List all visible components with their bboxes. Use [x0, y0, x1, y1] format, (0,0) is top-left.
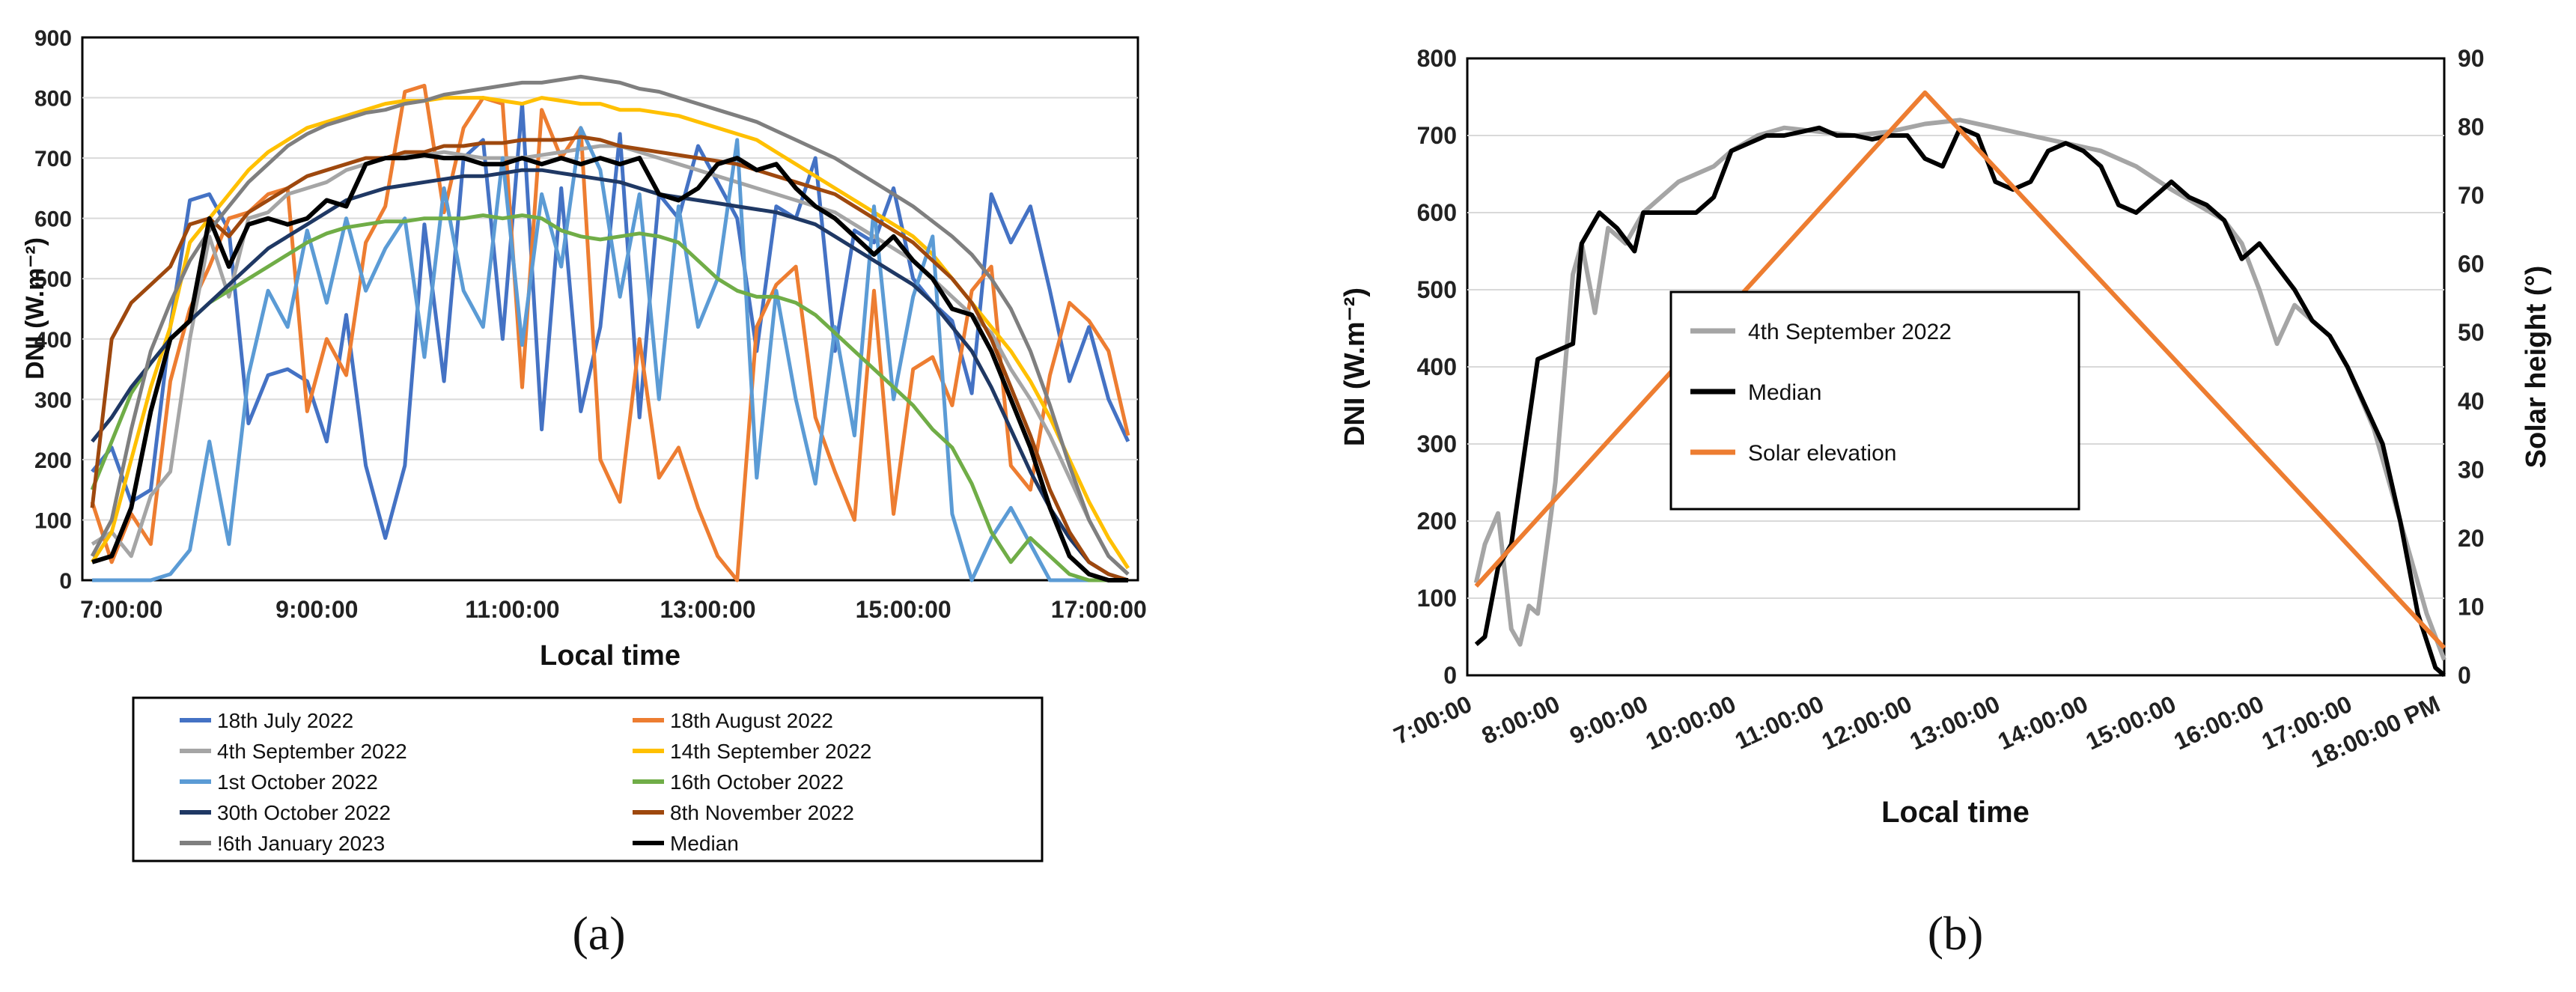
legend-label: 18th August 2022 [670, 709, 833, 732]
y-tick-label: 200 [34, 448, 72, 473]
y-tick-label: 0 [1443, 662, 1457, 689]
x-tick-label: 11:00:00 [1731, 690, 1828, 755]
y-tick-label: 700 [1417, 122, 1457, 149]
legend-label: 8th November 2022 [670, 801, 854, 824]
x-tick-labels-b: 7:00:00 8:00:00 9:00:0010:00:0011:00:0012:… [1389, 690, 2443, 773]
legend-label: 14th September 2022 [670, 740, 871, 763]
panel-label-b: (b) [1928, 907, 1984, 960]
x-tick-label: 13:00:00 [1906, 690, 2004, 755]
series-line-median [91, 153, 1128, 582]
x-tick-label: 14:00:00 [1994, 690, 2092, 755]
y2-tick-label: 30 [2458, 456, 2485, 483]
x-tick-label: 12:00:00 [1818, 690, 1916, 755]
x-tick-label: 9:00:00 [1565, 690, 1651, 749]
x-tick-label: 13:00:00 [660, 596, 756, 623]
y-tick-label: 300 [34, 388, 72, 413]
y-axis-label-a: DNI (W.m⁻²) [21, 237, 49, 380]
x-tick-label: 16:00:00 [2169, 690, 2268, 755]
legend-label: 18th July 2022 [217, 709, 353, 732]
x-tick-labels-a: 7:00:00 9:00:00 11:00:00 13:00:00 15:00:00 17… [80, 596, 1147, 623]
y-tick-label: 700 [34, 147, 72, 171]
series-line-30th-october-2022 [91, 168, 1129, 582]
legend-label: Median [1748, 380, 1821, 405]
legend-box-b [1669, 290, 2080, 511]
legend-label: 4th September 2022 [1748, 320, 1952, 344]
x-tick-label: 8:00:00 [1478, 690, 1564, 749]
y2-tick-label: 70 [2458, 182, 2485, 209]
y-axis-label-b: DNI (W.m⁻²) [1339, 287, 1371, 446]
legend-label: 1st October 2022 [217, 770, 378, 794]
y-tick-label: 400 [1417, 353, 1457, 380]
y2-tick-labels-b: 0 10 20 30 40 50 60 70 80 90 [2458, 45, 2485, 689]
series-line-1st-october-2022 [92, 126, 1128, 582]
y2-tick-label: 40 [2458, 388, 2485, 415]
x-tick-label: 7:00:00 [1389, 690, 1476, 749]
legend-label: 30th October 2022 [217, 801, 391, 824]
legend-label: Median [670, 832, 739, 855]
y2-tick-label: 10 [2458, 593, 2485, 620]
legend-label: 16th October 2022 [670, 770, 844, 794]
y2-tick-label: 80 [2458, 114, 2485, 141]
y-tick-label: 600 [1417, 199, 1457, 226]
series-a [90, 74, 1130, 582]
series-line-16th-october-2022 [90, 213, 1128, 582]
x-tick-label: 17:00:00 [1051, 596, 1147, 623]
panel-label-a: (a) [572, 907, 625, 960]
x-axis-label-a: Local time [540, 640, 680, 672]
plot-frame-a [81, 36, 1139, 582]
y2-axis-label-b: Solar height (°) [2521, 266, 2552, 469]
series-line-18th-august-2022 [90, 83, 1130, 582]
y-tick-label: 400 [34, 328, 72, 353]
x-tick-label: 10:00:00 [1642, 690, 1740, 755]
x-tick-label: 9:00:00 [275, 596, 358, 623]
y-tick-label: 500 [34, 267, 72, 292]
legend-label: Solar elevation [1748, 441, 1896, 466]
y2-tick-label: 50 [2458, 319, 2485, 346]
y-tick-label: 800 [1417, 45, 1457, 72]
y-tick-label: 100 [1417, 585, 1457, 612]
legend-a: 18th July 2022 18th August 2022 4th Septem… [180, 709, 871, 855]
panel-b: 0 100 200 300 400 500 600 700 800 0 10 20 30 40 50 60 7… [1339, 45, 2552, 960]
y-tick-label: 200 [1417, 508, 1457, 535]
panel-a: 0 100 200 300 400 500 600 700 800 900 7:00:00 9:00… [21, 26, 1147, 960]
y-tick-label: 900 [34, 26, 72, 51]
y2-tick-label: 60 [2458, 251, 2485, 278]
y-tick-label: 100 [34, 508, 72, 533]
series-line-median [1474, 125, 2446, 678]
legend-label: 4th September 2022 [217, 740, 407, 763]
legend-label: !6th January 2023 [217, 832, 385, 855]
legend-box-a [132, 696, 1044, 862]
y2-tick-label: 0 [2458, 662, 2471, 689]
x-tick-label: 7:00:00 [80, 596, 162, 623]
legend-b: 4th September 2022 Median Solar elevation [1690, 320, 1952, 466]
x-axis-label-b: Local time [1881, 796, 2030, 829]
x-tick-label: 11:00:00 [465, 596, 559, 623]
series-line-6th-january-2023 [90, 74, 1130, 576]
y2-tick-label: 20 [2458, 525, 2485, 552]
x-tick-label: 15:00:00 [856, 596, 951, 623]
x-tick-label: 15:00:00 [2082, 690, 2180, 755]
series-line-4th-september-2022 [91, 144, 1130, 576]
y2-tick-label: 90 [2458, 45, 2485, 72]
series-line-8th-november-2022 [90, 135, 1129, 582]
y-tick-label: 500 [1417, 276, 1457, 303]
y-tick-labels-a: 0 100 200 300 400 500 600 700 800 900 [34, 26, 72, 594]
y-tick-label: 0 [59, 569, 72, 594]
y-tick-labels-b: 0 100 200 300 400 500 600 700 800 [1417, 45, 1457, 689]
series-b [1473, 90, 2446, 678]
y-tick-label: 800 [34, 87, 72, 112]
y-tick-label: 300 [1417, 430, 1457, 457]
y-tick-label: 600 [34, 207, 72, 232]
series-line-solar-elevation [1474, 90, 2446, 650]
